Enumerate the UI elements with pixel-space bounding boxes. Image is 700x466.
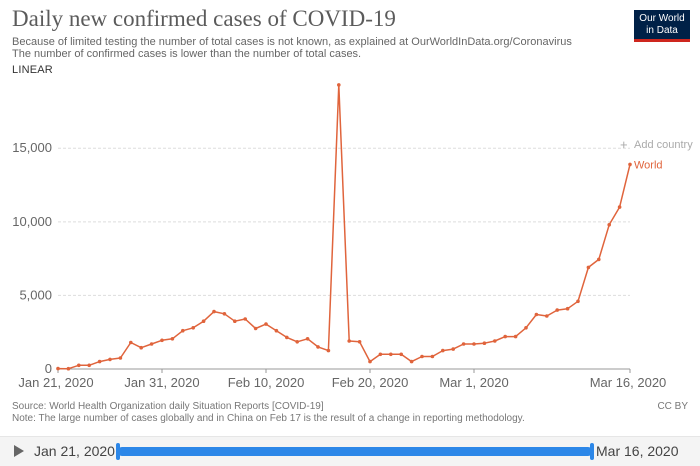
data-point <box>149 342 154 346</box>
data-point <box>597 257 601 262</box>
data-point <box>493 339 497 343</box>
data-point <box>316 345 320 349</box>
line-chart: 0 5,000 10,000 15,000 Jan 21, 2020 Jan 31, 20… <box>12 83 693 390</box>
data-point <box>409 359 414 364</box>
license-link[interactable]: CC BY <box>657 401 688 412</box>
timeline-end-label: Mar 16, 2020 <box>596 443 679 459</box>
y-tick-label: 5,000 <box>19 287 52 302</box>
series-label-world: World <box>634 159 663 171</box>
subtitle-line-2: The number of confirmed cases is lower t… <box>12 48 362 60</box>
data-point <box>222 312 227 316</box>
data-point <box>77 363 81 368</box>
timeline-range-track[interactable] <box>118 447 592 456</box>
x-tick-label: Jan 31, 2020 <box>124 375 199 390</box>
data-point <box>586 265 591 270</box>
x-tick-label: Feb 20, 2020 <box>332 375 409 390</box>
data-point <box>389 352 393 357</box>
data-point <box>170 337 175 341</box>
data-point <box>87 363 91 368</box>
scale-toggle[interactable]: LINEAR <box>12 64 53 76</box>
data-point <box>285 335 289 340</box>
data-point <box>274 328 279 333</box>
data-point <box>482 341 487 346</box>
data-point <box>181 328 185 333</box>
data-point <box>357 340 362 344</box>
data-point <box>441 348 445 353</box>
data-point <box>628 162 632 167</box>
data-point <box>160 338 164 343</box>
owid-logo[interactable]: Our World in Data <box>634 10 690 42</box>
data-point <box>503 334 508 339</box>
data-point <box>617 205 622 209</box>
data-point <box>108 357 112 362</box>
data-point <box>607 223 611 227</box>
data-point <box>97 359 102 364</box>
source-note: Source: World Health Organization daily … <box>12 401 324 412</box>
plus-icon: + <box>620 137 628 152</box>
data-point <box>565 306 570 311</box>
y-tick-label: 10,000 <box>12 214 52 229</box>
data-point <box>461 342 466 346</box>
timeline-start-handle[interactable] <box>116 443 120 460</box>
x-tick-label: Feb 10, 2020 <box>228 375 305 390</box>
data-point <box>305 337 310 341</box>
data-point <box>66 366 71 371</box>
x-tick-label: Mar 1, 2020 <box>439 375 508 390</box>
methodology-note: Note: The large number of cases globally… <box>12 413 525 424</box>
data-point <box>451 347 456 351</box>
data-point <box>524 326 528 330</box>
data-point <box>253 326 258 331</box>
data-point <box>233 319 237 323</box>
play-icon[interactable] <box>14 445 24 457</box>
data-point <box>326 348 331 353</box>
data-point <box>243 317 247 321</box>
y-tick-label: 15,000 <box>12 140 52 155</box>
data-point <box>399 352 404 357</box>
data-point <box>191 326 195 330</box>
data-point <box>56 366 60 371</box>
data-point <box>337 83 341 87</box>
data-point <box>295 340 300 344</box>
add-country-button[interactable]: Add country <box>634 139 693 151</box>
chart-subtitle: Because of limited testing the number of… <box>12 36 622 60</box>
chart-footer: Source: World Health Organization daily … <box>12 401 688 425</box>
x-tick-label: Jan 21, 2020 <box>18 375 93 390</box>
logo-line-1: Our World <box>639 13 685 24</box>
data-point <box>378 352 383 357</box>
y-tick-label: 0 <box>45 361 52 376</box>
data-point <box>139 345 143 350</box>
data-point <box>430 354 435 359</box>
data-point <box>368 359 372 364</box>
timeline-end-handle[interactable] <box>590 443 594 460</box>
chart-title: Daily new confirmed cases of COVID-19 <box>12 6 396 31</box>
data-point <box>420 354 424 359</box>
x-tick-label: Mar 16, 2020 <box>590 375 667 390</box>
data-point <box>545 314 549 318</box>
data-point <box>513 334 518 339</box>
series-line-world <box>57 84 631 370</box>
logo-line-2: in Data <box>646 25 678 36</box>
timeline-bar: Jan 21, 2020 Mar 16, 2020 <box>0 436 700 466</box>
data-point <box>264 322 268 326</box>
data-point <box>347 339 352 343</box>
data-point <box>118 356 123 360</box>
data-point <box>534 312 539 317</box>
data-point <box>576 299 580 304</box>
subtitle-line-1: Because of limited testing the number of… <box>12 36 572 48</box>
data-point <box>472 342 476 346</box>
data-point <box>129 340 133 345</box>
timeline-start-label: Jan 21, 2020 <box>34 443 115 459</box>
data-point <box>212 309 216 314</box>
data-point <box>201 319 206 323</box>
data-point <box>555 308 559 312</box>
